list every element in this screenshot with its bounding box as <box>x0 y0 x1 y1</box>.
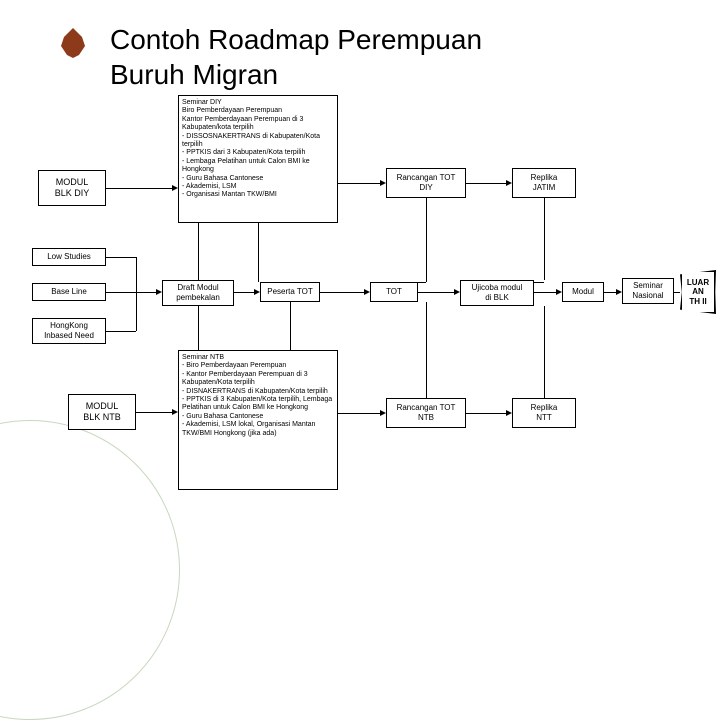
node-modul-final: Modul <box>562 282 604 302</box>
arrow <box>426 198 427 199</box>
arrow-head-icon <box>172 185 178 191</box>
node-tot: TOT <box>370 282 418 302</box>
flowchart-diagram: MODULBLK DIY Seminar DIYBiro Pemberdayaa… <box>0 0 720 540</box>
arrow <box>534 292 556 293</box>
node-hongkong-inbased: HongKongInbased Need <box>32 318 106 344</box>
arrow-head-icon <box>616 289 622 295</box>
arrow <box>466 183 506 184</box>
node-peserta-tot: Peserta TOT <box>260 282 320 302</box>
connector <box>544 306 545 398</box>
arrow <box>418 282 426 283</box>
arrow-head-icon <box>380 180 386 186</box>
arrow-head-icon <box>364 289 370 295</box>
arrow <box>106 292 156 293</box>
connector <box>258 223 259 282</box>
arrow-head-icon <box>380 410 386 416</box>
arrow <box>106 257 136 258</box>
arrow-head-icon <box>254 289 260 295</box>
arrow <box>466 413 506 414</box>
node-seminar-ntb: Seminar NTB- Biro Pemberdayaan Perempuan… <box>178 350 338 490</box>
arrow-head-icon <box>556 289 562 295</box>
connector <box>136 257 137 331</box>
node-modul-blk-ntb: MODULBLK NTB <box>68 394 136 430</box>
arrow <box>320 292 364 293</box>
arrow-head-icon <box>454 289 460 295</box>
node-seminar-nasional: SeminarNasional <box>622 278 674 304</box>
arrow <box>136 412 172 413</box>
arrow <box>338 413 380 414</box>
arrow-head-icon <box>172 409 178 415</box>
arrow <box>418 292 454 293</box>
arrow-head-icon <box>156 289 162 295</box>
arrow <box>106 331 136 332</box>
connector <box>290 302 291 350</box>
arrow <box>338 183 380 184</box>
arrow-head-icon <box>506 410 512 416</box>
node-draft-modul: Draft Modulpembekalan <box>162 280 234 306</box>
arrow <box>234 292 254 293</box>
arrow <box>106 188 172 189</box>
connector <box>544 198 545 280</box>
node-seminar-diy: Seminar DIYBiro Pemberdayaan PerempuanKa… <box>178 95 338 223</box>
node-base-line: Base Line <box>32 283 106 301</box>
node-low-studies: Low Studies <box>32 248 106 266</box>
connector <box>426 302 427 398</box>
node-modul-blk-diy: MODULBLK DIY <box>38 170 106 206</box>
arrow <box>544 198 545 199</box>
node-rancangan-tot-ntb: Rancangan TOTNTB <box>386 398 466 428</box>
node-replika-ntt: ReplikaNTT <box>512 398 576 428</box>
arrow-head-icon <box>506 180 512 186</box>
connector <box>198 223 199 280</box>
arrow <box>604 292 616 293</box>
arrow <box>674 292 680 293</box>
node-ujicoba: Ujicoba moduldi BLK <box>460 280 534 306</box>
connector <box>426 198 427 282</box>
node-replika-jatim: ReplikaJATIM <box>512 168 576 198</box>
node-luar-an: LUARANTH II <box>680 270 716 314</box>
node-rancangan-tot-diy: Rancangan TOTDIY <box>386 168 466 198</box>
connector <box>198 306 199 350</box>
arrow <box>534 282 544 283</box>
